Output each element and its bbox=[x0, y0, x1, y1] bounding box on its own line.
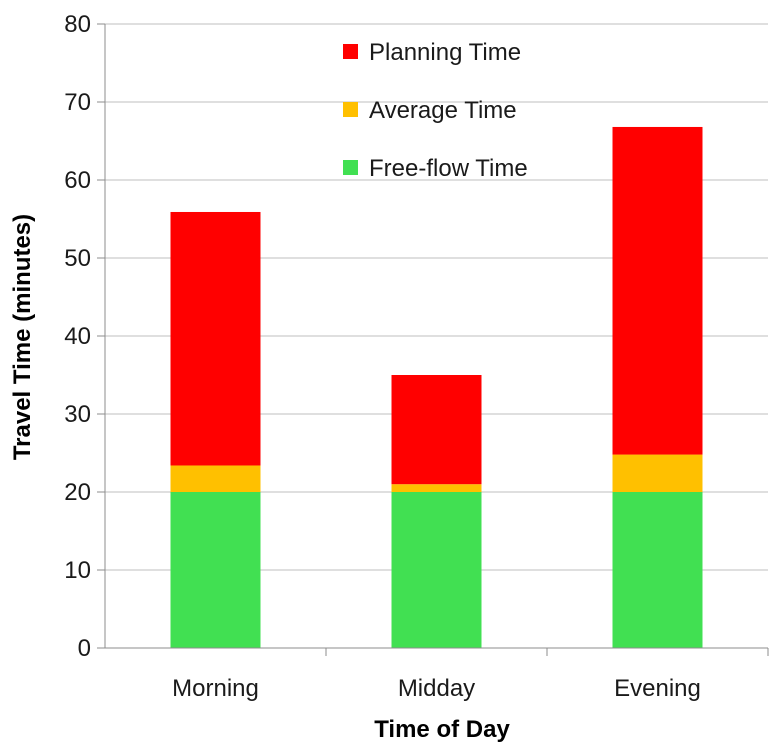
y-tick-labels: 0 10 20 30 40 50 60 70 80 bbox=[64, 11, 91, 662]
y-tick-label: 80 bbox=[64, 11, 91, 38]
y-tick-label: 0 bbox=[78, 635, 91, 662]
legend-swatch-planning-time bbox=[343, 44, 358, 59]
legend: Planning Time Average Time Free-flow Time bbox=[343, 39, 528, 182]
bar-morning-free-flow-time bbox=[170, 492, 261, 648]
legend-label-average-time: Average Time bbox=[369, 97, 517, 124]
axes bbox=[104, 24, 769, 656]
y-tick-label: 10 bbox=[64, 557, 91, 584]
legend-label-free-flow-time: Free-flow Time bbox=[369, 155, 528, 182]
x-tick-labels: Morning Midday Evening bbox=[172, 675, 701, 702]
bar-midday-planning-time bbox=[391, 375, 482, 485]
y-tick-label: 20 bbox=[64, 479, 91, 506]
y-tick-label: 30 bbox=[64, 401, 91, 428]
bar-evening-average-time bbox=[612, 454, 703, 492]
bar-midday-average-time bbox=[391, 484, 482, 492]
y-tick-label: 60 bbox=[64, 167, 91, 194]
bar-evening-planning-time bbox=[612, 126, 703, 455]
bar-morning-planning-time bbox=[170, 211, 261, 466]
x-tick-label-midday: Midday bbox=[398, 675, 475, 702]
x-axis-title: Time of Day bbox=[374, 716, 510, 742]
bars bbox=[170, 126, 703, 648]
legend-swatch-average-time bbox=[343, 102, 358, 117]
y-axis-title: Travel Time (minutes) bbox=[9, 214, 36, 460]
legend-swatch-free-flow-time bbox=[343, 160, 358, 175]
x-tick-label-morning: Morning bbox=[172, 675, 259, 702]
bar-midday-free-flow-time bbox=[391, 492, 482, 648]
bar-evening-free-flow-time bbox=[612, 492, 703, 648]
legend-label-planning-time: Planning Time bbox=[369, 39, 521, 66]
y-tick-label: 40 bbox=[64, 323, 91, 350]
y-tick-label: 70 bbox=[64, 89, 91, 116]
bar-morning-average-time bbox=[170, 465, 261, 492]
y-tick-label: 50 bbox=[64, 245, 91, 272]
x-tick-label-evening: Evening bbox=[614, 675, 701, 702]
